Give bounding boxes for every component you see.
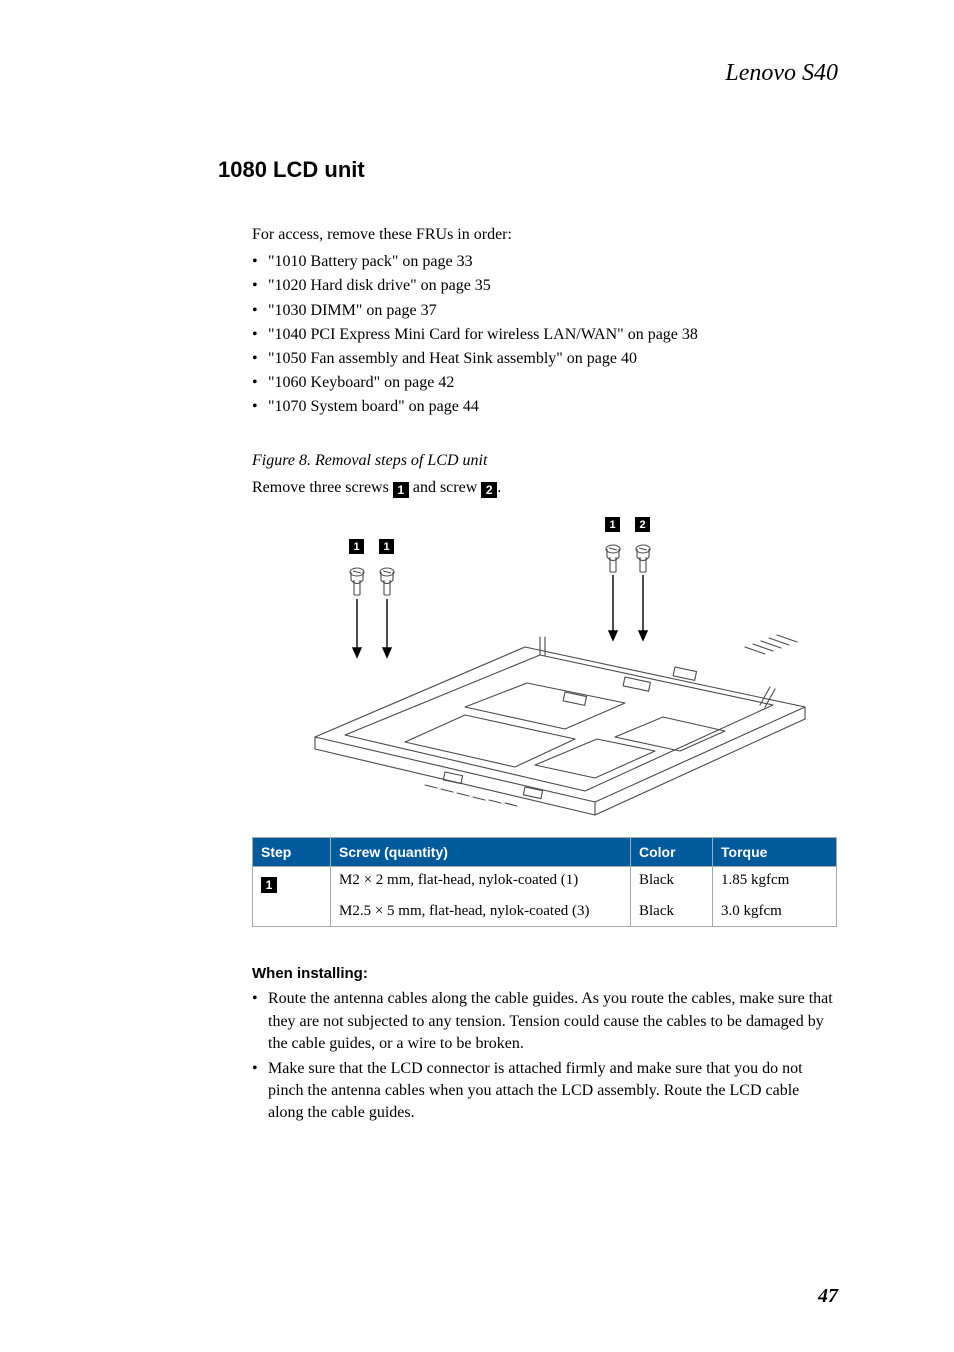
figure-instruction: Remove three screws 1 and screw 2. xyxy=(252,476,838,499)
page-number: 47 xyxy=(818,1285,838,1308)
install-heading: When installing: xyxy=(252,963,838,985)
screw-icon xyxy=(636,545,650,572)
list-item: Make sure that the LCD connector is atta… xyxy=(252,1058,838,1125)
list-item: "1010 Battery pack" on page 33 xyxy=(252,250,838,273)
prereq-list: "1010 Battery pack" on page 33 "1020 Har… xyxy=(252,250,838,418)
diagram-container: 1 1 1 2 xyxy=(252,517,838,817)
list-item: "1020 Hard disk drive" on page 35 xyxy=(252,274,838,297)
cell-color: Black xyxy=(631,898,713,926)
list-item: "1060 Keyboard" on page 42 xyxy=(252,371,838,394)
list-item: "1070 System board" on page 44 xyxy=(252,395,838,418)
section-title: 1080 LCD unit xyxy=(218,157,838,183)
cell-screw: M2 × 2 mm, flat-head, nylok-coated (1) xyxy=(331,867,631,898)
th-color: Color xyxy=(631,837,713,866)
table-header-row: Step Screw (quantity) Color Torque xyxy=(253,837,837,866)
list-item: "1030 DIMM" on page 37 xyxy=(252,299,838,322)
list-item: "1040 PCI Express Mini Card for wireless… xyxy=(252,323,838,346)
cell-torque: 3.0 kgfcm xyxy=(713,898,837,926)
diagram-label-1: 1 xyxy=(353,541,359,553)
th-step: Step xyxy=(253,837,331,866)
product-title: Lenovo S40 xyxy=(110,60,838,87)
step-badge-2: 2 xyxy=(481,482,497,498)
instruction-part-a: Remove three screws xyxy=(252,479,393,496)
diagram-label-1b: 1 xyxy=(383,541,389,553)
list-item: "1050 Fan assembly and Heat Sink assembl… xyxy=(252,347,838,370)
main-content: For access, remove these FRUs in order: … xyxy=(252,223,838,1125)
th-screw: Screw (quantity) xyxy=(331,837,631,866)
diagram-label-2: 2 xyxy=(639,519,645,531)
th-torque: Torque xyxy=(713,837,837,866)
figure-caption: Figure 8. Removal steps of LCD unit xyxy=(252,449,838,472)
screw-icon xyxy=(350,568,364,595)
instruction-part-end: . xyxy=(497,479,501,496)
cell-screw: M2.5 × 5 mm, flat-head, nylok-coated (3) xyxy=(331,898,631,926)
table-row: M2.5 × 5 mm, flat-head, nylok-coated (3)… xyxy=(253,898,837,926)
step-badge-cell: 1 xyxy=(261,877,277,893)
diagram-label-1c: 1 xyxy=(609,519,615,531)
screw-table: Step Screw (quantity) Color Torque 1 M2 … xyxy=(252,837,837,927)
install-list: Route the antenna cables along the cable… xyxy=(252,988,838,1124)
intro-text: For access, remove these FRUs in order: xyxy=(252,223,838,246)
screw-icon xyxy=(606,545,620,572)
cell-torque: 1.85 kgfcm xyxy=(713,867,837,898)
table-row: 1 M2 × 2 mm, flat-head, nylok-coated (1)… xyxy=(253,867,837,898)
lcd-unit-diagram: 1 1 1 2 xyxy=(265,517,825,817)
list-item: Route the antenna cables along the cable… xyxy=(252,988,838,1055)
cell-step-empty xyxy=(253,898,331,926)
cell-color: Black xyxy=(631,867,713,898)
instruction-part-mid: and screw xyxy=(409,479,481,496)
screw-icon xyxy=(380,568,394,595)
step-badge-1: 1 xyxy=(393,482,409,498)
